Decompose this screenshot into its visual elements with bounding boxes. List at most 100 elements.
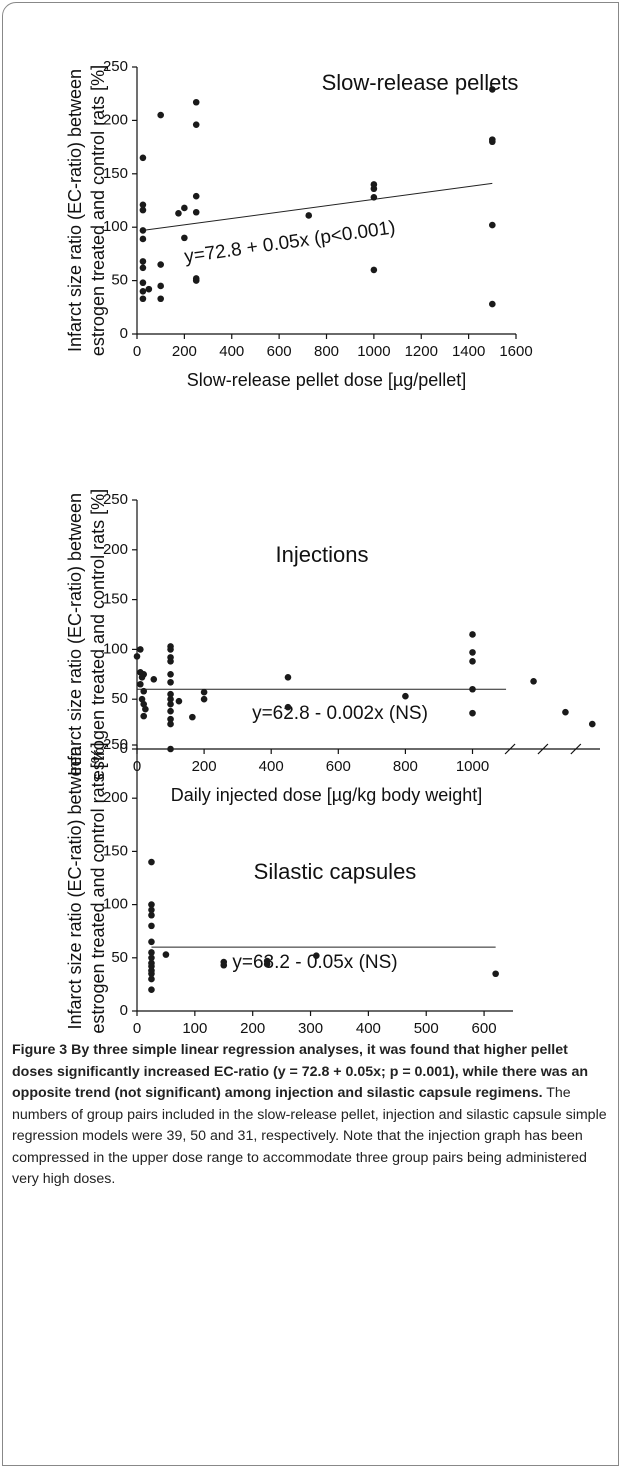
data-point [313, 952, 320, 959]
y-tick-label: 50 [111, 272, 128, 289]
data-point [192, 121, 200, 128]
data-point [167, 671, 174, 678]
x-tick-label: 400 [259, 758, 284, 775]
data-point [263, 960, 271, 968]
data-point [167, 690, 174, 698]
annotation: y=72.8 + 0.05x (p<0.001) [183, 217, 397, 267]
data-point [402, 692, 409, 700]
x-tick-label: 1600 [499, 343, 532, 360]
data-point [157, 111, 164, 119]
data-point [157, 282, 164, 290]
data-point [489, 300, 496, 308]
y-tick-label: 250 [103, 491, 128, 508]
data-point [140, 700, 148, 708]
data-point [562, 708, 569, 716]
y-tick-label: 200 [103, 111, 128, 128]
y-tick-label: 0 [120, 1002, 128, 1019]
x-tick-label: 1000 [456, 758, 489, 775]
data-point [192, 277, 200, 284]
data-point [167, 695, 174, 703]
data-point [469, 685, 476, 693]
x-tick-label: 1000 [357, 343, 390, 360]
chart-title: Silastic capsules [254, 859, 417, 884]
y-axis-title: estrogen treated and control rats [%] [88, 742, 108, 1033]
x-tick-label: 500 [414, 1020, 439, 1037]
x-axis-title: Slow-release pellet dose [µg/pellet] [187, 370, 467, 390]
data-point [305, 212, 313, 219]
data-point [489, 138, 496, 146]
data-point [157, 261, 164, 268]
data-point [469, 631, 476, 638]
data-point [150, 675, 158, 683]
data-point [200, 695, 208, 703]
data-point [139, 227, 147, 234]
y-axis-title: estrogen treated and control rats [%] [88, 489, 108, 780]
data-point [139, 295, 147, 303]
data-point [469, 709, 476, 717]
y-tick-label: 250 [103, 58, 128, 75]
data-point [148, 938, 155, 946]
data-point [175, 697, 183, 705]
data-point [181, 234, 188, 242]
y-tick-label: 100 [103, 640, 128, 657]
x-tick-label: 0 [133, 1020, 141, 1037]
x-tick-label: 600 [267, 343, 292, 360]
data-point [469, 658, 476, 665]
data-point [220, 961, 228, 969]
y-axis-title: Infarct size ratio (EC-ratio) between [65, 69, 85, 352]
data-point [175, 210, 182, 217]
axis-break [504, 743, 516, 755]
data-point [489, 86, 496, 93]
data-point [148, 949, 155, 956]
data-point [139, 258, 147, 265]
data-point [167, 646, 174, 653]
data-point [167, 658, 174, 665]
data-point [148, 986, 155, 994]
data-point [469, 649, 476, 656]
data-point [139, 287, 147, 295]
data-point [148, 970, 155, 978]
data-point [167, 720, 174, 728]
caption-bold: By three simple linear regression analys… [12, 1042, 589, 1101]
x-axis-title: Daily injected dose [µg/kg body weight] [171, 785, 483, 805]
y-tick-label: 100 [103, 896, 128, 913]
data-point [200, 688, 208, 696]
data-point [370, 193, 378, 201]
y-axis-title: Infarct size ratio (EC-ratio) between [65, 746, 85, 1029]
data-point [148, 911, 155, 919]
data-point [139, 201, 147, 209]
data-point [137, 680, 144, 688]
x-tick-label: 800 [393, 758, 418, 775]
data-point [139, 235, 147, 243]
data-point [192, 192, 200, 200]
x-tick-label: 400 [356, 1020, 381, 1037]
y-tick-label: 150 [103, 842, 128, 859]
y-tick-label: 100 [103, 218, 128, 235]
data-point [140, 687, 148, 695]
y-tick-label: 50 [111, 949, 128, 966]
data-point [181, 204, 188, 212]
data-point [192, 98, 200, 106]
y-axis-title: Infarct size ratio (EC-ratio) between [65, 493, 85, 776]
data-point [139, 206, 147, 214]
caption-text: The numbers of group pairs included in t… [12, 1085, 607, 1187]
data-point [139, 154, 147, 162]
data-point [167, 678, 174, 686]
data-point [148, 901, 155, 908]
data-point [140, 671, 148, 678]
x-tick-label: 200 [192, 758, 217, 775]
data-point [137, 646, 144, 653]
data-point [284, 673, 292, 681]
x-tick-label: 600 [472, 1020, 497, 1037]
y-tick-label: 200 [103, 541, 128, 558]
data-point [370, 266, 378, 274]
x-tick-label: 1400 [452, 343, 485, 360]
data-point [148, 922, 155, 930]
x-tick-label: 300 [298, 1020, 323, 1037]
data-point [148, 954, 155, 962]
data-point [139, 279, 147, 287]
x-tick-label: 600 [326, 758, 351, 775]
data-point [148, 858, 155, 866]
